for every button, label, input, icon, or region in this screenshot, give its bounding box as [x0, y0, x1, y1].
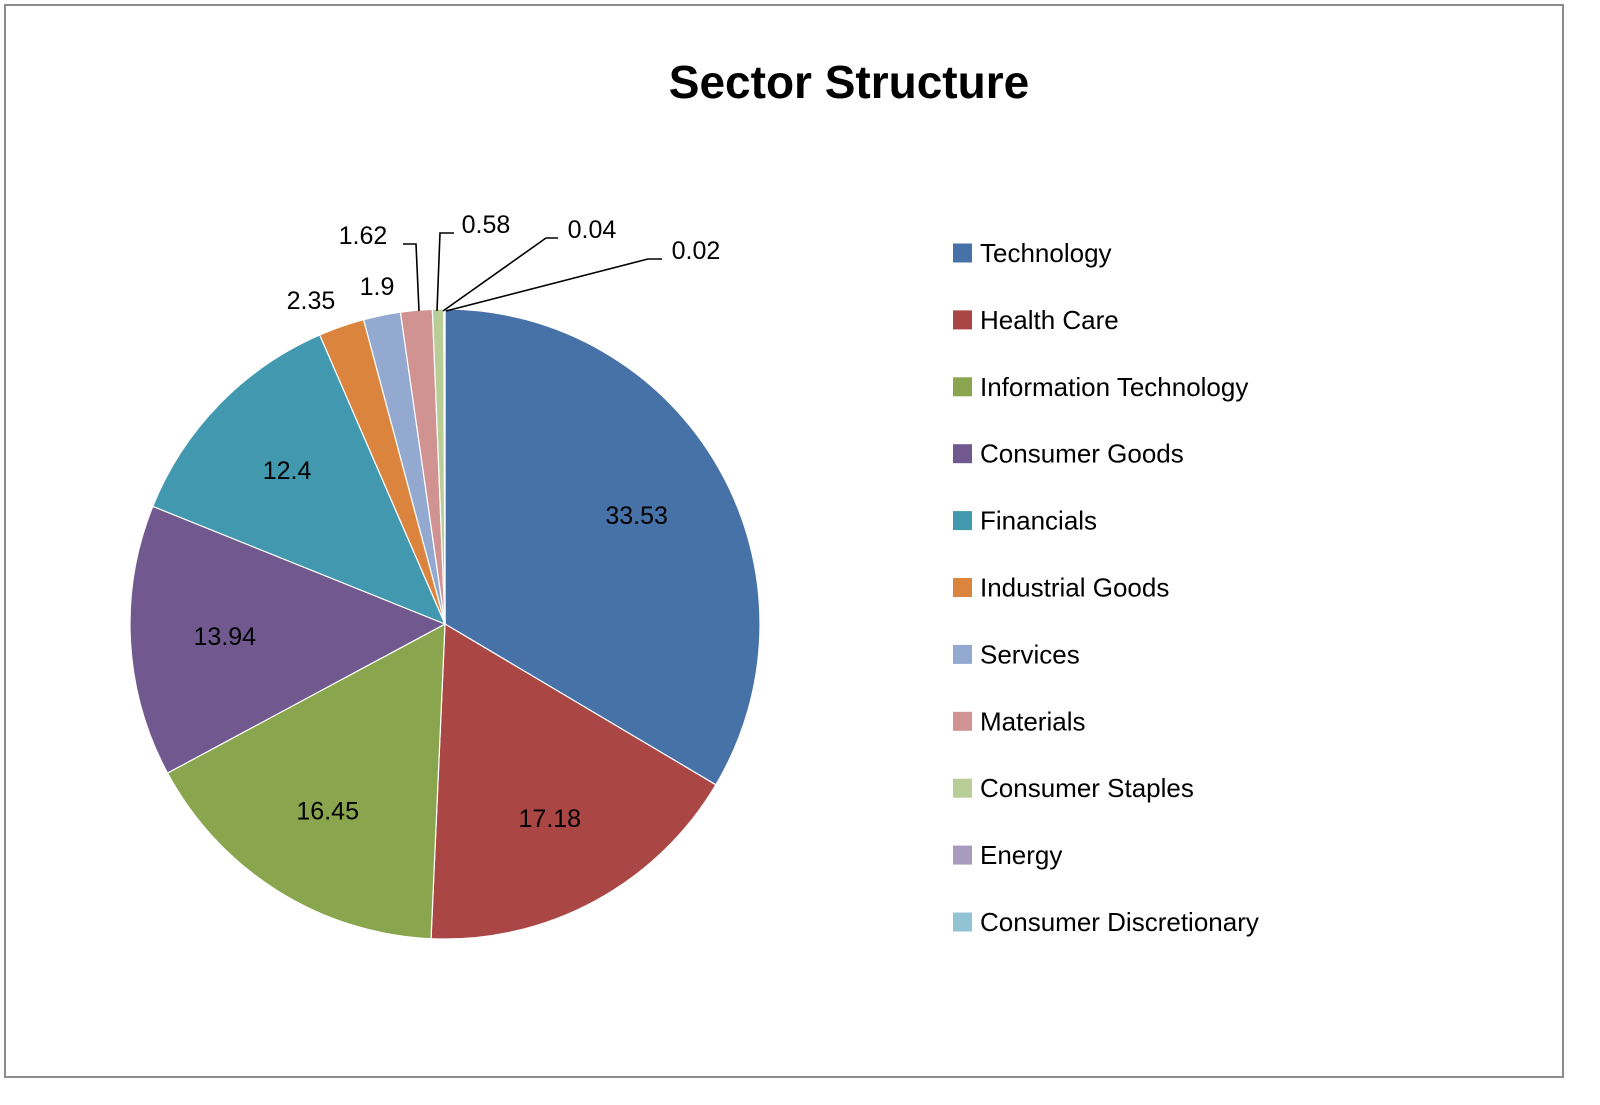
legend-label-technology: Technology [980, 238, 1112, 268]
legend-label-services: Services [980, 639, 1080, 669]
legend-swatch-consumer-goods [953, 444, 972, 464]
legend-swatch-health-care [953, 310, 972, 330]
data-label-energy: 0.04 [568, 216, 617, 244]
leader-lines [403, 232, 662, 312]
legend-label-health-care: Health Care [980, 305, 1119, 335]
legend-label-industrial-goods: Industrial Goods [980, 573, 1169, 603]
pie-slice-information-technology [166, 622, 446, 940]
legend-label-information-technology: Information Technology [980, 372, 1248, 402]
data-labels: 33.53 17.18 16.45 13.94 12.4 2.35 1.9 1.62 0.58 0… [194, 211, 721, 833]
legend-label-consumer-discretionary: Consumer Discretionary [980, 907, 1259, 937]
leader-line-energy [442, 237, 558, 312]
legend-swatch-financials [953, 511, 972, 531]
chart-title: Sector Structure [669, 56, 1029, 108]
data-label-consumer-discretionary: 0.02 [672, 237, 721, 265]
pie-slice-technology [444, 308, 761, 786]
data-label-industrial-goods: 2.35 [287, 287, 336, 315]
legend-label-financials: Financials [980, 506, 1097, 536]
leader-line-consumer-staples [436, 232, 454, 312]
data-label-health-care: 17.18 [519, 805, 582, 833]
legend-swatch-services [953, 644, 972, 664]
pie-slice-consumer-goods [129, 505, 447, 774]
chart-frame: Sector Structure 33.53 17.18 16.45 13.94 12.… [4, 4, 1564, 1078]
data-label-technology: 33.53 [605, 502, 668, 530]
data-label-financials: 12.4 [263, 457, 312, 485]
leader-line-materials [403, 243, 420, 312]
legend-swatch-industrial-goods [953, 578, 972, 597]
pie-slice-health-care [430, 622, 717, 940]
legend-label-materials: Materials [980, 706, 1085, 736]
data-label-services: 1.9 [360, 273, 395, 301]
legend-swatch-consumer-staples [953, 778, 972, 798]
data-label-information-technology: 16.45 [296, 798, 359, 826]
data-label-consumer-goods: 13.94 [194, 623, 257, 651]
data-label-consumer-staples: 0.58 [462, 211, 511, 239]
legend-swatch-materials [953, 711, 972, 731]
legend-swatch-consumer-discretionary [953, 912, 972, 932]
legend-swatch-technology [953, 243, 972, 263]
legend-label-consumer-staples: Consumer Staples [980, 773, 1194, 803]
legend-label-consumer-goods: Consumer Goods [980, 439, 1184, 469]
legend-label-energy: Energy [980, 840, 1062, 870]
pie-slice-financials [152, 334, 447, 626]
legend-swatch-information-technology [953, 377, 972, 397]
data-label-materials: 1.62 [339, 222, 388, 250]
pie-chart: Sector Structure 33.53 17.18 16.45 13.94 12.… [129, 56, 1259, 940]
legend: Technology Health Care Information Technol… [953, 238, 1259, 937]
leader-line-consumer-discretionary [445, 258, 662, 312]
legend-swatch-energy [953, 845, 972, 865]
